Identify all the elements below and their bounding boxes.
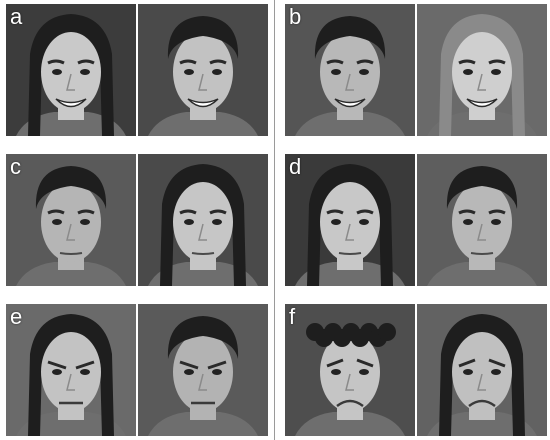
face-photo (6, 154, 136, 286)
panel-f: f (285, 304, 547, 436)
panel-label: a (10, 4, 23, 29)
face-photo (138, 154, 268, 286)
face-photo (285, 154, 415, 286)
panel-label: d (289, 154, 302, 179)
face-photo (6, 4, 136, 136)
panel-label: b (289, 4, 302, 29)
face-photo (285, 304, 415, 436)
face-photo (417, 4, 547, 136)
panel-a: a (6, 4, 268, 136)
face-photo (138, 4, 268, 136)
panel-b: b (285, 4, 547, 136)
face-photo (417, 154, 547, 286)
vertical-separator (274, 0, 277, 440)
panel-label: c (10, 154, 21, 179)
panel-label: f (289, 304, 296, 329)
face-photo (6, 304, 136, 436)
panel-c: c (6, 154, 268, 286)
face-photo (138, 304, 268, 436)
face-photo (285, 4, 415, 136)
face-photo (417, 304, 547, 436)
panel-label: e (10, 304, 23, 329)
panel-d: d (285, 154, 547, 286)
panel-e: e (6, 304, 268, 436)
